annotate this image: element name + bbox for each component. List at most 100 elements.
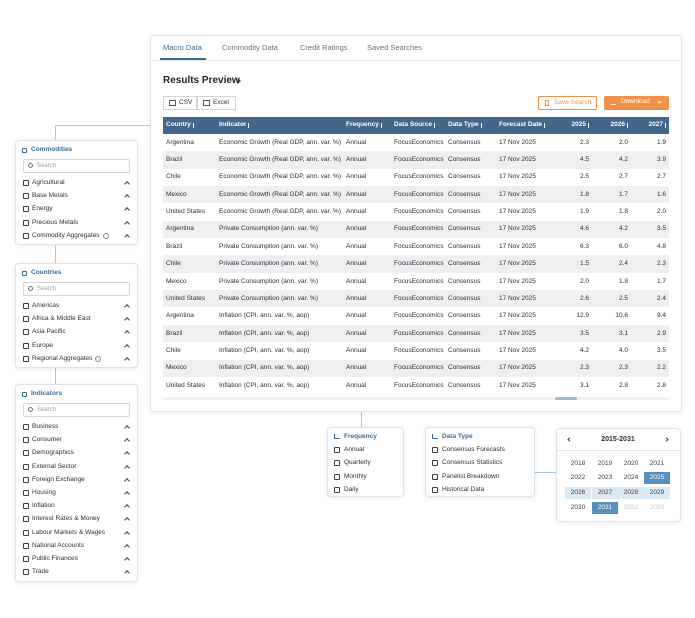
checkbox[interactable]: [23, 329, 29, 336]
table-cell: Mexico: [166, 364, 187, 372]
checkbox[interactable]: [23, 355, 29, 362]
filter-icon: [22, 392, 27, 397]
column-header[interactable]: 2026: [598, 120, 628, 130]
export-button[interactable]: Excel: [197, 96, 236, 110]
checkbox[interactable]: [23, 476, 29, 483]
connector: [55, 368, 56, 384]
export-button[interactable]: CSV: [163, 96, 197, 110]
scroll-thumb[interactable]: [555, 397, 577, 400]
column-label: Data Type: [448, 121, 479, 128]
checkbox[interactable]: [23, 342, 29, 349]
year-cell[interactable]: 2021: [649, 460, 665, 467]
checkbox[interactable]: [23, 424, 29, 430]
tab[interactable]: Macro Data: [163, 43, 202, 52]
search-icon: [28, 407, 33, 412]
filter-item: Africa & Middle East: [32, 315, 91, 323]
sort-icon: [544, 122, 545, 128]
table-cell: 17 Nov 2025: [499, 346, 536, 354]
table-cell: FocusEconomics: [394, 138, 444, 146]
table-cell: Annual: [346, 260, 367, 268]
year-cell[interactable]: 2020: [623, 460, 639, 467]
filter-panel: [15, 384, 138, 582]
year-cell[interactable]: 2022: [570, 474, 586, 481]
search-box[interactable]: Search: [23, 403, 130, 417]
table-cell: Annual: [346, 364, 367, 372]
checkbox[interactable]: [23, 450, 29, 457]
year-cell[interactable]: 2019: [597, 460, 613, 467]
save-button[interactable]: Save Search: [538, 96, 597, 110]
checkbox[interactable]: [23, 316, 29, 323]
checkbox[interactable]: [334, 473, 340, 480]
table-cell: FocusEconomics: [394, 260, 444, 268]
checkbox[interactable]: [23, 303, 29, 309]
checkbox[interactable]: [334, 460, 340, 467]
checkbox[interactable]: [23, 180, 29, 186]
checkbox[interactable]: [23, 516, 29, 523]
checkbox[interactable]: [23, 437, 29, 444]
file-icon: [203, 100, 210, 106]
column-header[interactable]: Country: [166, 120, 194, 130]
year-cell[interactable]: 2023: [597, 474, 613, 481]
year-cell[interactable]: 2030: [570, 504, 586, 511]
download-button[interactable]: Download: [604, 96, 669, 110]
checkbox[interactable]: [432, 447, 438, 453]
option-label: Consensus Forecasts: [442, 446, 505, 453]
table-cell: Consensus: [448, 225, 481, 233]
table-cell: 3.5: [656, 346, 666, 354]
year-cell[interactable]: 2018: [570, 460, 586, 467]
table-cell: Economic Growth (Real GDP, ann. var. %): [219, 156, 341, 164]
checkbox[interactable]: [432, 486, 438, 493]
year-cell[interactable]: 2028: [618, 487, 644, 499]
column-header[interactable]: Frequency: [346, 120, 382, 130]
checkbox[interactable]: [23, 490, 29, 496]
table-cell: Chile: [166, 173, 181, 181]
option-title: Frequency: [344, 433, 377, 440]
table-cell: Argentina: [166, 312, 194, 320]
checkbox[interactable]: [23, 219, 29, 226]
tab[interactable]: Saved Searches: [367, 43, 423, 52]
year-cell[interactable]: 2027: [592, 487, 618, 499]
column-header[interactable]: 2027: [636, 120, 666, 130]
checkbox[interactable]: [23, 503, 29, 510]
checkbox[interactable]: [432, 473, 438, 480]
column-header[interactable]: Forecast Date: [499, 120, 545, 130]
table-cell: Private Consumption (ann. var. %): [219, 277, 318, 285]
year-cell[interactable]: 2026: [565, 487, 591, 499]
search-box[interactable]: Search: [23, 282, 130, 296]
checkbox[interactable]: [23, 206, 29, 213]
year-cell[interactable]: 2031: [592, 502, 618, 514]
checkbox[interactable]: [334, 486, 340, 493]
year-cell[interactable]: 2029: [644, 487, 670, 499]
checkbox[interactable]: [23, 529, 29, 536]
table-cell: 17 Nov 2025: [499, 260, 536, 268]
sort-icon: [192, 122, 194, 128]
column-label: Frequency: [346, 121, 379, 128]
table-cell: Economic Growth (Real GDP, ann. var. %): [219, 190, 341, 198]
column-header[interactable]: Data Source: [394, 120, 435, 130]
column-header[interactable]: Indicator: [219, 120, 250, 130]
table-cell: 2.9: [656, 329, 666, 337]
table-cell: 2.4: [656, 294, 666, 302]
table-cell: 4.2: [579, 346, 589, 354]
table-cell: United States: [166, 294, 206, 302]
search-box[interactable]: Search: [23, 159, 130, 173]
checkbox[interactable]: [23, 463, 29, 470]
checkbox[interactable]: [432, 460, 438, 467]
year-cell[interactable]: 2024: [623, 474, 639, 481]
year-cell[interactable]: 2025: [644, 472, 670, 484]
column-header[interactable]: 2025: [559, 120, 589, 130]
checkbox[interactable]: [23, 193, 29, 200]
checkbox[interactable]: [23, 232, 29, 239]
column-header[interactable]: Data Type: [448, 120, 482, 130]
table-cell: 17 Nov 2025: [499, 173, 536, 181]
tab[interactable]: Commodity Data: [222, 43, 278, 52]
checkbox[interactable]: [334, 447, 340, 453]
checkbox[interactable]: [23, 556, 29, 562]
checkbox[interactable]: [23, 542, 29, 549]
tab[interactable]: Credit Ratings: [300, 43, 348, 52]
filter-item: Demographics: [32, 449, 74, 457]
checkbox[interactable]: [23, 569, 29, 576]
table-row: [163, 342, 669, 360]
table-cell: Consensus: [448, 138, 481, 146]
